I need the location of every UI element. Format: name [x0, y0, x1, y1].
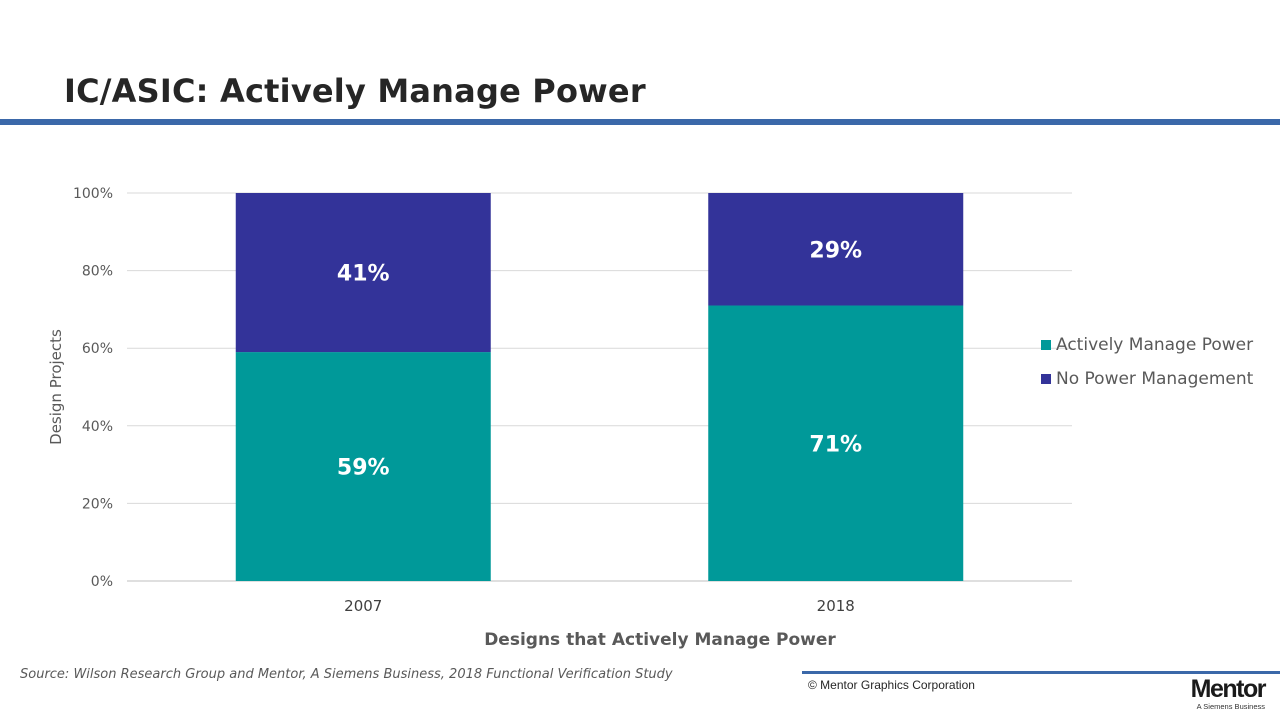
legend-item-actively-manage-power[interactable]: Actively Manage Power	[1041, 328, 1253, 362]
x-tick-label: 2007	[344, 597, 382, 615]
y-tick-label: 20%	[82, 496, 113, 512]
y-axis-label: Design Projects	[47, 329, 65, 445]
legend-item-no-power-management[interactable]: No Power Management	[1041, 362, 1253, 396]
mentor-logo: Mentor A Siemens Business	[1190, 675, 1267, 711]
data-label: 59%	[337, 456, 390, 481]
x-tick-label: 2018	[817, 597, 855, 615]
legend-swatch-navy	[1041, 374, 1051, 384]
legend-label: No Power Management	[1056, 369, 1254, 389]
bar-segment	[708, 193, 964, 306]
title-divider	[0, 119, 1280, 125]
y-tick-label: 80%	[82, 264, 113, 280]
data-label: 71%	[809, 432, 862, 457]
bar-segment	[708, 305, 964, 581]
logo-tagline: A Siemens Business	[1196, 702, 1265, 711]
data-label: 41%	[337, 262, 390, 287]
source-note: Source: Wilson Research Group and Mentor…	[20, 667, 673, 682]
slide-title: IC/ASIC: Actively Manage Power	[64, 72, 646, 110]
logo-wordmark: Mentor	[1190, 675, 1267, 703]
bar-segment	[235, 352, 491, 581]
legend-label: Actively Manage Power	[1056, 335, 1254, 355]
legend-swatch-teal	[1041, 340, 1051, 350]
x-axis-label: Designs that Actively Manage Power	[484, 630, 836, 650]
copyright-text: © Mentor Graphics Corporation	[808, 678, 975, 692]
y-tick-label: 100%	[73, 186, 113, 202]
y-tick-label: 60%	[82, 341, 113, 357]
bar-segment	[235, 193, 491, 353]
footer-divider	[802, 671, 1280, 674]
data-label: 29%	[809, 238, 862, 263]
chart-legend: Actively Manage Power No Power Managemen…	[1041, 328, 1253, 396]
y-tick-label: 0%	[91, 574, 113, 590]
y-tick-label: 40%	[82, 419, 113, 435]
